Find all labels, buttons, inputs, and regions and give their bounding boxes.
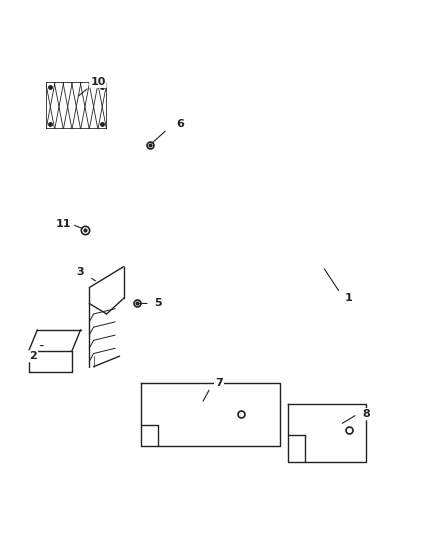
Text: 5: 5 <box>155 298 162 309</box>
Text: 10: 10 <box>90 77 106 87</box>
Text: 11: 11 <box>56 219 71 229</box>
Text: 1: 1 <box>345 293 353 303</box>
Text: 6: 6 <box>176 119 184 129</box>
Text: 2: 2 <box>29 351 37 361</box>
Text: 3: 3 <box>77 267 85 277</box>
Text: 8: 8 <box>362 409 370 419</box>
Text: 7: 7 <box>215 377 223 387</box>
Bar <box>46 82 106 130</box>
